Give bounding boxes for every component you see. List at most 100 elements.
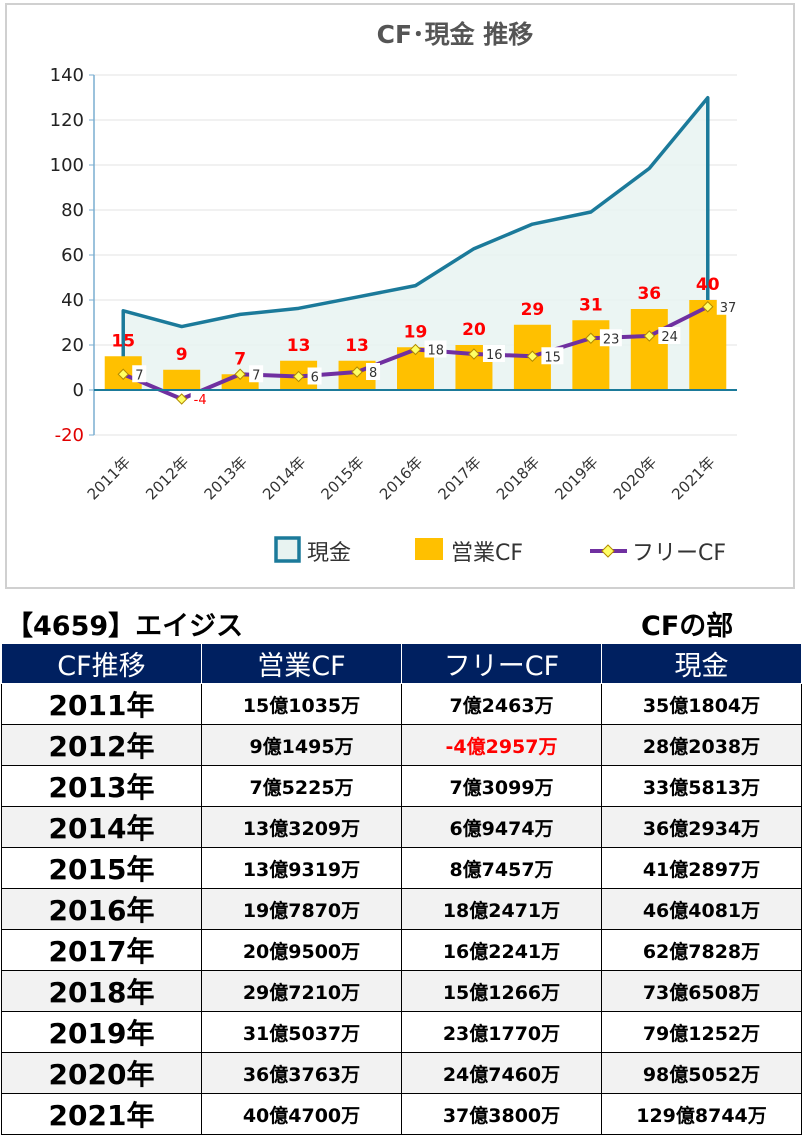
free-cf-label-box xyxy=(366,363,381,380)
free-cf-data-label: 16 xyxy=(486,348,503,363)
cash-area-outline xyxy=(121,95,710,390)
operating-cf-cell: 40億4700万 xyxy=(201,1093,402,1135)
free-cf-data-label: 24 xyxy=(661,330,678,345)
operating-cf-bar xyxy=(630,309,668,390)
y-tick-label: 60 xyxy=(61,245,84,266)
x-tick-label: 2012年 xyxy=(142,453,192,503)
legend-operating-cf-label: 営業CF xyxy=(451,541,523,566)
legend-cash-label: 現金 xyxy=(307,541,351,566)
header-operating-cf: 営業CF xyxy=(201,643,402,684)
operating-cf-data-label: 13 xyxy=(345,336,369,356)
cash-cell: 33億5813万 xyxy=(601,765,802,807)
free-cf-data-label: 37 xyxy=(720,301,737,316)
chart-title: CF･現金 推移 xyxy=(377,20,534,49)
free-cf-label-box xyxy=(307,367,322,385)
x-tick-label: 2021年 xyxy=(668,453,718,503)
legend: 現金 営業CF フリーCF xyxy=(274,536,726,566)
y-tick-label: 140 xyxy=(50,65,84,86)
operating-cf-data-label: 29 xyxy=(521,300,545,320)
free-cf-label-box xyxy=(716,297,739,315)
free-cf-cell: -4億2957万 xyxy=(401,724,602,766)
y-tick-label: 80 xyxy=(61,200,84,221)
y-tick-label: 100 xyxy=(50,155,84,176)
x-tick-label: 2013年 xyxy=(201,453,251,503)
free-cf-point xyxy=(175,393,188,405)
x-tick-label: 2014年 xyxy=(259,453,309,503)
free-cf-cell: 15億1266万 xyxy=(401,970,602,1012)
operating-cf-cell: 13億3209万 xyxy=(201,806,402,848)
free-cf-cell: 7億3099万 xyxy=(401,765,602,807)
free-cf-cell: 24億7460万 xyxy=(401,1052,602,1094)
year-cell: 2011年 xyxy=(1,683,202,725)
table-row: 2011年 15億1035万 7億2463万 35億1804万 xyxy=(1,683,802,725)
operating-cf-data-label: 31 xyxy=(579,295,603,315)
cash-cell: 35億1804万 xyxy=(601,683,802,725)
table-row: 2018年 29億7210万 15億1266万 73億6508万 xyxy=(1,970,802,1012)
free-cf-cell: 6億9474万 xyxy=(401,806,602,848)
free-cf-data-label: -4 xyxy=(194,393,207,408)
x-tick-label: 2011年 xyxy=(84,453,134,503)
operating-cf-data-label: 36 xyxy=(637,284,661,304)
y-tick-label: 0 xyxy=(73,380,84,401)
year-cell: 2015年 xyxy=(1,847,202,889)
section-heading: CFの部 xyxy=(641,611,734,642)
cash-cell: 28億2038万 xyxy=(601,724,802,766)
free-cf-data-label: 8 xyxy=(369,366,377,381)
cf-table: CF推移 営業CF フリーCF 現金 2011年 15億1035万 7億2463万 3… xyxy=(1,643,802,1135)
cash-area-fill xyxy=(123,97,708,390)
y-tick-label: 20 xyxy=(61,335,84,356)
free-cf-point xyxy=(526,350,539,362)
table-row: 2013年 7億5225万 7億3099万 33億5813万 xyxy=(1,765,802,807)
header-free-cf: フリーCF xyxy=(401,643,602,684)
free-cf-label-box xyxy=(482,345,505,362)
x-tick-label: 2020年 xyxy=(610,453,660,503)
operating-cf-cell: 20億9500万 xyxy=(201,929,402,971)
free-cf-label-box xyxy=(190,390,213,407)
table-row: 2017年 20億9500万 16億2241万 62億7828万 xyxy=(1,929,802,971)
table-row: 2020年 36億3763万 24億7460万 98億5052万 xyxy=(1,1052,802,1094)
free-cf-cell: 16億2241万 xyxy=(401,929,602,971)
operating-cf-data-label: 13 xyxy=(287,336,311,356)
operating-cf-data-label: 7 xyxy=(234,349,246,369)
table-body: 2011年 15億1035万 7億2463万 35億1804万 2012年 9億1495万… xyxy=(1,683,802,1135)
y-tick-label: -20 xyxy=(55,425,84,446)
cash-area-layer xyxy=(121,95,710,390)
cash-cell: 79億1252万 xyxy=(601,1011,802,1053)
free-cf-data-label: 23 xyxy=(603,332,620,347)
y-tick-label: 40 xyxy=(61,290,84,311)
header-period: CF推移 xyxy=(1,643,202,684)
operating-cf-data-label: 15 xyxy=(111,331,135,351)
table-row: 2012年 9億1495万 -4億2957万 28億2038万 xyxy=(1,724,802,766)
table-row: 2014年 13億3209万 6億9474万 36億2934万 xyxy=(1,806,802,848)
operating-cf-data-label: 9 xyxy=(176,345,188,365)
free-cf-label-box xyxy=(132,365,147,383)
legend-operating-cf-swatch xyxy=(415,538,443,560)
free-cf-data-label: 7 xyxy=(252,368,260,383)
operating-cf-data-label: 19 xyxy=(404,322,428,342)
free-cf-label-box xyxy=(658,327,681,344)
cash-cell: 41億2897万 xyxy=(601,847,802,889)
x-tick-label: 2018年 xyxy=(493,453,543,503)
x-tick-label: 2019年 xyxy=(551,453,601,503)
free-cf-data-label: 6 xyxy=(311,371,319,386)
year-cell: 2019年 xyxy=(1,1011,202,1053)
cash-cell: 62億7828万 xyxy=(601,929,802,971)
data-label-layer: 15 9 7 13 13 19 20 29 31 36 40 7 -4 7 6 8 18 16 15 23 24 37 xyxy=(111,275,739,408)
x-tick-label: 2015年 xyxy=(318,453,368,503)
operating-cf-data-label: 20 xyxy=(462,320,486,340)
free-cf-point xyxy=(409,343,422,356)
table-header-row: CF推移 営業CF フリーCF 現金 xyxy=(1,643,802,684)
free-cf-cell: 23億1770万 xyxy=(401,1011,602,1053)
year-cell: 2013年 xyxy=(1,765,202,807)
free-cf-data-label: 7 xyxy=(135,368,143,383)
year-cell: 2021年 xyxy=(1,1093,202,1135)
operating-cf-cell: 15億1035万 xyxy=(201,683,402,725)
y-tick-label: 120 xyxy=(50,110,84,131)
free-cf-point xyxy=(702,301,714,313)
year-cell: 2017年 xyxy=(1,929,202,971)
year-cell: 2020年 xyxy=(1,1052,202,1094)
cash-cell: 46億4081万 xyxy=(601,888,802,930)
year-cell: 2016年 xyxy=(1,888,202,930)
free-cf-point xyxy=(585,332,597,344)
